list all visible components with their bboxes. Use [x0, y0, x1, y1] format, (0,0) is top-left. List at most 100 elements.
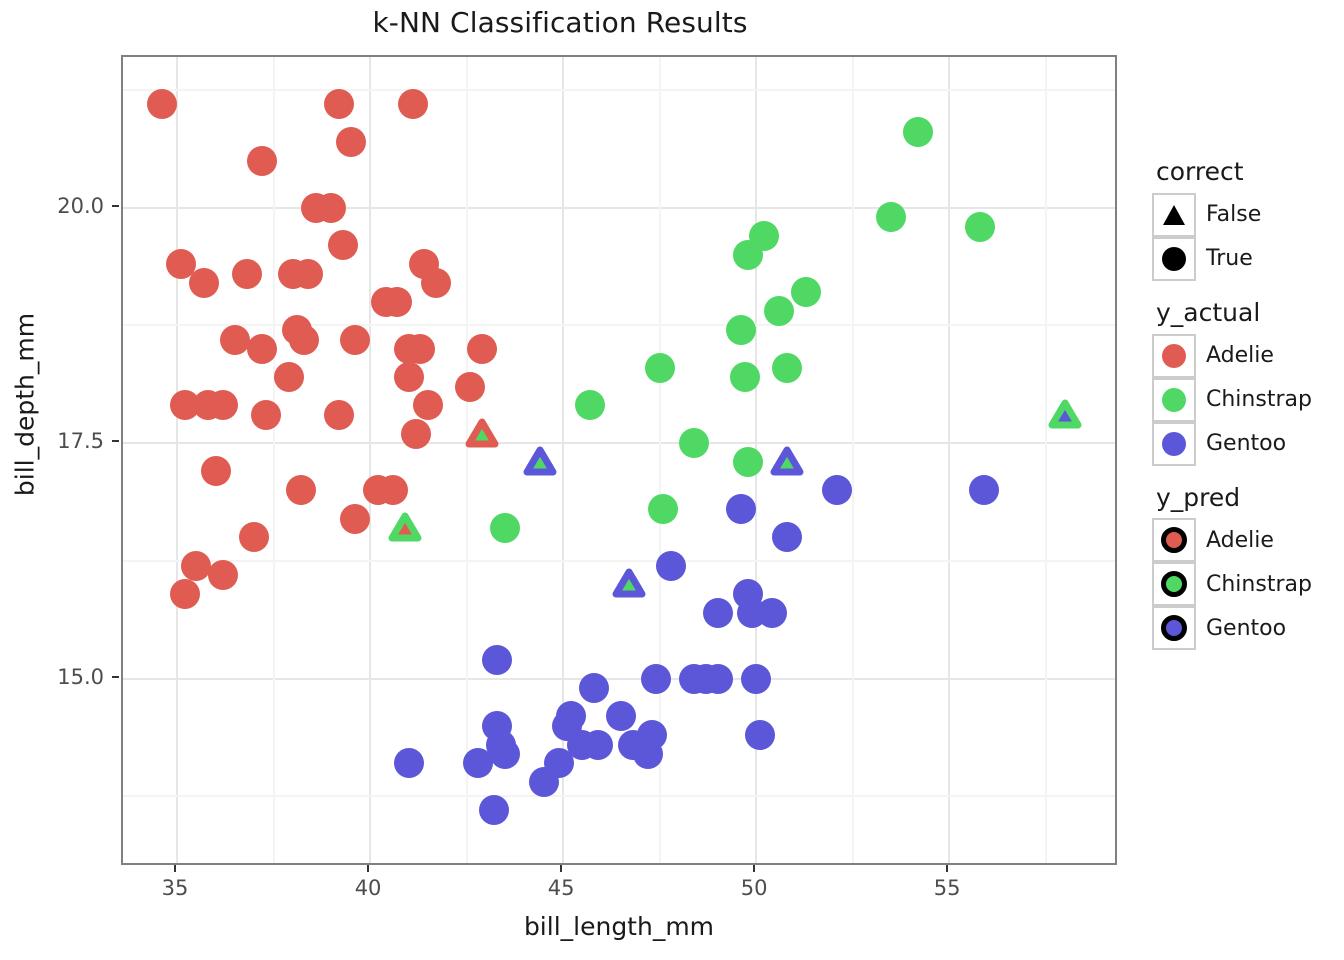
x-tick-mark [946, 865, 949, 872]
data-point-circle [756, 597, 787, 628]
data-point-circle [382, 286, 413, 317]
data-point-circle [733, 447, 764, 477]
legend-key-swatch [1152, 518, 1196, 563]
data-point-circle [467, 333, 498, 364]
data-point-circle [965, 211, 996, 242]
data-point-circle [528, 767, 559, 798]
data-point-circle [328, 230, 359, 261]
data-point-circle [679, 428, 710, 459]
x-tick-mark [367, 865, 370, 872]
data-point-triangle [465, 418, 499, 448]
data-point-triangle [1048, 399, 1082, 429]
circle-icon [1162, 387, 1186, 412]
data-point-circle [324, 399, 355, 430]
data-point-circle [968, 475, 999, 506]
data-point-triangle [388, 512, 422, 542]
legend-item-label: Gentoo [1206, 615, 1287, 641]
plot-panel [121, 55, 1117, 865]
data-point-circle [903, 117, 934, 148]
legend-item-false[interactable]: False [1152, 192, 1344, 237]
gridline-major-h [123, 442, 1115, 445]
data-point-circle [729, 362, 760, 393]
x-tick-mark [753, 865, 756, 872]
legend-title: correct [1156, 157, 1244, 186]
gridline-major-v [562, 57, 565, 863]
data-point-circle [490, 738, 521, 769]
legend-key-swatch [1152, 421, 1196, 466]
legend-item-gentoo[interactable]: Gentoo [1152, 606, 1344, 651]
gridline-minor-v [851, 57, 854, 863]
data-point-circle [420, 268, 451, 299]
data-point-circle [772, 352, 802, 383]
legend-item-gentoo[interactable]: Gentoo [1152, 421, 1344, 466]
x-tick-label: 55 [933, 876, 961, 900]
legend-item-true[interactable]: True [1152, 236, 1344, 281]
data-point-circle [324, 89, 355, 120]
legend-item-adelie[interactable]: Adelie [1152, 333, 1344, 378]
gridline-minor-v [658, 57, 661, 863]
x-tick-label: 40 [354, 876, 382, 900]
circle-icon [1162, 343, 1186, 368]
gridline-major-h [123, 206, 1115, 209]
data-point-circle [285, 475, 316, 506]
legend-correct: correct False True [1152, 157, 1344, 281]
legend-container: correct False True y_actual Adelie Chinstrap G… [1152, 157, 1344, 668]
gridline-minor-h [123, 88, 1115, 91]
gridline-minor-v [272, 57, 275, 863]
x-tick-label: 35 [161, 876, 189, 900]
y-tick-mark [112, 440, 119, 443]
x-tick-label: 45 [547, 876, 575, 900]
circle-icon [1162, 431, 1186, 456]
ring-icon [1161, 527, 1187, 554]
data-point-circle [405, 333, 436, 364]
data-point-circle [656, 550, 687, 581]
x-tick-mark [174, 865, 177, 872]
data-point-circle [555, 701, 586, 732]
data-point-triangle [523, 446, 557, 476]
gridline-minor-v [465, 57, 468, 863]
data-points-layer [123, 57, 1115, 863]
data-point-circle [231, 258, 262, 289]
data-point-circle [644, 352, 675, 383]
legend-item-adelie[interactable]: Adelie [1152, 518, 1344, 563]
gridline-minor-h [123, 795, 1115, 798]
legend-title: y_pred [1156, 482, 1241, 512]
data-point-circle [606, 701, 636, 732]
data-point-circle [748, 220, 779, 251]
legend-title: y_actual [1156, 297, 1261, 327]
data-point-triangle [770, 446, 804, 476]
ring-icon [1161, 571, 1187, 598]
gridline-minor-h [123, 324, 1115, 327]
legend-item-label: Gentoo [1206, 431, 1287, 456]
legend-item-label: Chinstrap [1206, 387, 1312, 412]
data-point-circle [876, 202, 907, 233]
data-point-circle [146, 89, 177, 120]
data-point-circle [219, 324, 250, 355]
legend-key-swatch [1152, 562, 1196, 607]
data-point-circle [339, 503, 370, 534]
data-point-circle [744, 720, 775, 751]
gridline-minor-h [123, 559, 1115, 562]
data-point-triangle [612, 568, 646, 598]
data-point-circle [702, 597, 733, 628]
data-point-circle [208, 390, 239, 421]
legend-key-swatch [1152, 236, 1196, 281]
gridline-major-v [369, 57, 372, 863]
legend-item-label: Chinstrap [1206, 571, 1312, 597]
legend-item-chinstrap[interactable]: Chinstrap [1152, 377, 1344, 422]
circle-icon [1162, 246, 1186, 271]
data-point-circle [412, 390, 443, 421]
legend-key-swatch [1152, 606, 1196, 651]
triangle-icon [1163, 204, 1185, 225]
y-tick-mark [112, 675, 119, 678]
legend-y-pred: y_pred Adelie Chinstrap Gentoo [1152, 482, 1344, 651]
ring-icon [1161, 615, 1187, 642]
data-point-circle [791, 277, 822, 308]
y-tick-label: 20.0 [57, 193, 104, 218]
x-tick-mark [560, 865, 563, 872]
data-point-circle [246, 333, 277, 364]
data-point-circle [200, 456, 231, 487]
data-point-circle [189, 268, 220, 299]
legend-item-chinstrap[interactable]: Chinstrap [1152, 562, 1344, 607]
